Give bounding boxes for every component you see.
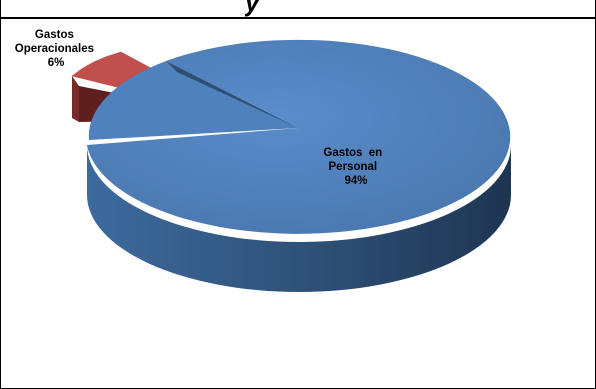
label-operacionales-line1: Gastos xyxy=(35,29,74,41)
slice-side-personal xyxy=(87,145,511,292)
label-personal-line1: Gastos en xyxy=(323,147,382,159)
label-operacionales-line2: Operacionales xyxy=(15,43,94,55)
slice-personal-wedge-shadow xyxy=(166,61,298,128)
label-personal-percent: 94% xyxy=(344,175,367,187)
chart-top-border xyxy=(1,17,596,19)
slice-label-personal: Gastos en Personal 94% xyxy=(1,0,405,187)
chart-title-fragment: y xyxy=(245,0,260,17)
slice-label-operacionales: Gastos Operacionales 6% xyxy=(15,29,97,69)
label-operacionales-percent: 6% xyxy=(48,57,65,69)
slice-personal xyxy=(87,39,511,234)
slice-personal-top xyxy=(88,61,298,140)
slice-side-operacionales xyxy=(72,76,79,122)
label-personal-line2: Personal xyxy=(329,161,378,173)
